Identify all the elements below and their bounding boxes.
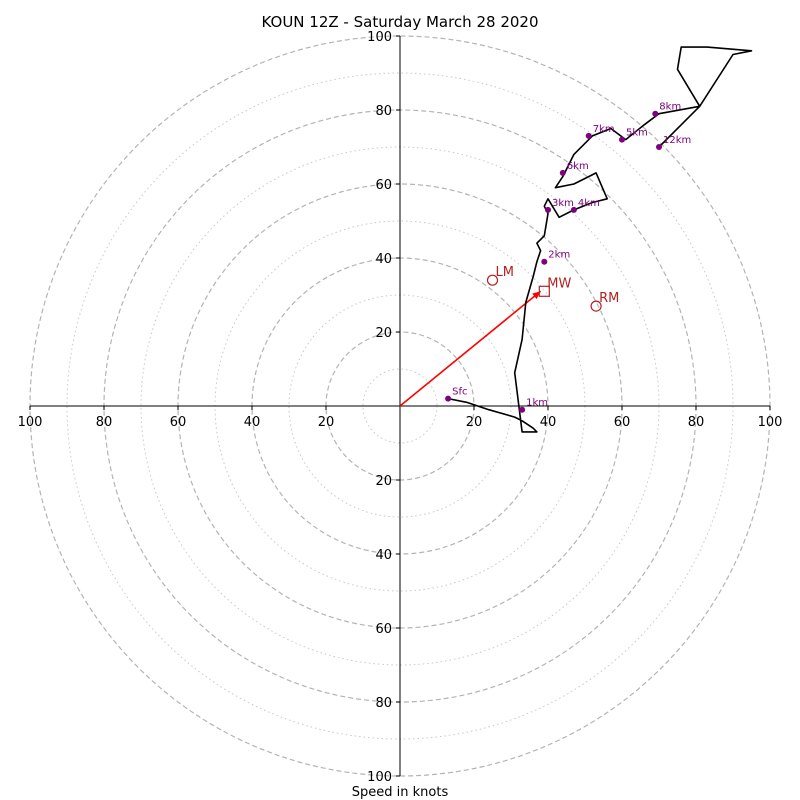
y-tick-label: 60 xyxy=(375,178,392,193)
x-tick-label: 60 xyxy=(170,415,187,430)
y-tick-label: 40 xyxy=(375,252,392,267)
height-marker xyxy=(585,132,592,139)
height-label: 1km xyxy=(526,398,548,409)
y-tick-label: 40 xyxy=(375,548,392,563)
tick-labels: 20 20 20 20 40 40 40 40 60 60 60 60 80 80 80 80 100 100 10… xyxy=(18,30,783,785)
y-tick-label: 60 xyxy=(375,622,392,637)
height-label: 2km xyxy=(548,250,570,261)
hodograph-trace xyxy=(399,46,753,433)
height-marker xyxy=(541,258,548,265)
height-label: 6km xyxy=(567,161,589,172)
height-label: 4km xyxy=(578,198,600,209)
height-label: Sfc xyxy=(452,387,467,398)
x-tick-label: 80 xyxy=(96,415,113,430)
height-label: 12km xyxy=(663,135,691,146)
height-markers: Sfc 1km 2km 3km 4km 5km 6km 7km 8km 12km xyxy=(445,102,691,413)
height-marker xyxy=(519,406,526,413)
storm-motions: MW LM RM xyxy=(486,265,619,312)
y-tick-label: 20 xyxy=(375,326,392,341)
motion-label: LM xyxy=(496,265,514,280)
height-marker xyxy=(545,206,551,213)
height-marker xyxy=(656,144,662,150)
x-tick-label: 20 xyxy=(318,415,335,430)
x-tick-label: 100 xyxy=(18,415,43,430)
height-marker xyxy=(570,206,577,213)
height-marker xyxy=(445,395,452,402)
motion-marker xyxy=(486,274,499,286)
height-label: 7km xyxy=(593,124,615,135)
mean-wind-vector xyxy=(399,290,542,407)
x-tick-label: 20 xyxy=(466,415,483,430)
motion-marker xyxy=(590,300,602,312)
x-tick-label: 40 xyxy=(244,415,261,430)
y-tick-label: 100 xyxy=(367,770,392,785)
height-label: 8km xyxy=(659,102,681,113)
x-tick-label: 60 xyxy=(614,415,631,430)
x-tick-label: 80 xyxy=(688,415,705,430)
x-tick-label: 40 xyxy=(540,415,557,430)
motion-label: RM xyxy=(599,291,619,306)
height-marker xyxy=(652,110,659,117)
motion-label: MW xyxy=(547,276,571,291)
mean-wind-arrowhead xyxy=(532,291,541,300)
y-tick-label: 80 xyxy=(375,696,392,711)
height-marker xyxy=(619,136,625,143)
y-tick-label: 80 xyxy=(375,104,392,119)
chart-title: KOUN 12Z - Saturday March 28 2020 xyxy=(262,13,539,31)
height-label: 5km xyxy=(626,128,648,139)
x-axis-label: Speed in knots xyxy=(352,785,449,800)
hodograph-line xyxy=(447,46,753,433)
height-marker xyxy=(559,169,566,176)
y-tick-label: 100 xyxy=(367,30,392,45)
height-label: 3km xyxy=(552,198,574,209)
y-tick-label: 20 xyxy=(375,474,392,489)
x-tick-label: 100 xyxy=(758,415,783,430)
motion-marker xyxy=(538,285,550,297)
